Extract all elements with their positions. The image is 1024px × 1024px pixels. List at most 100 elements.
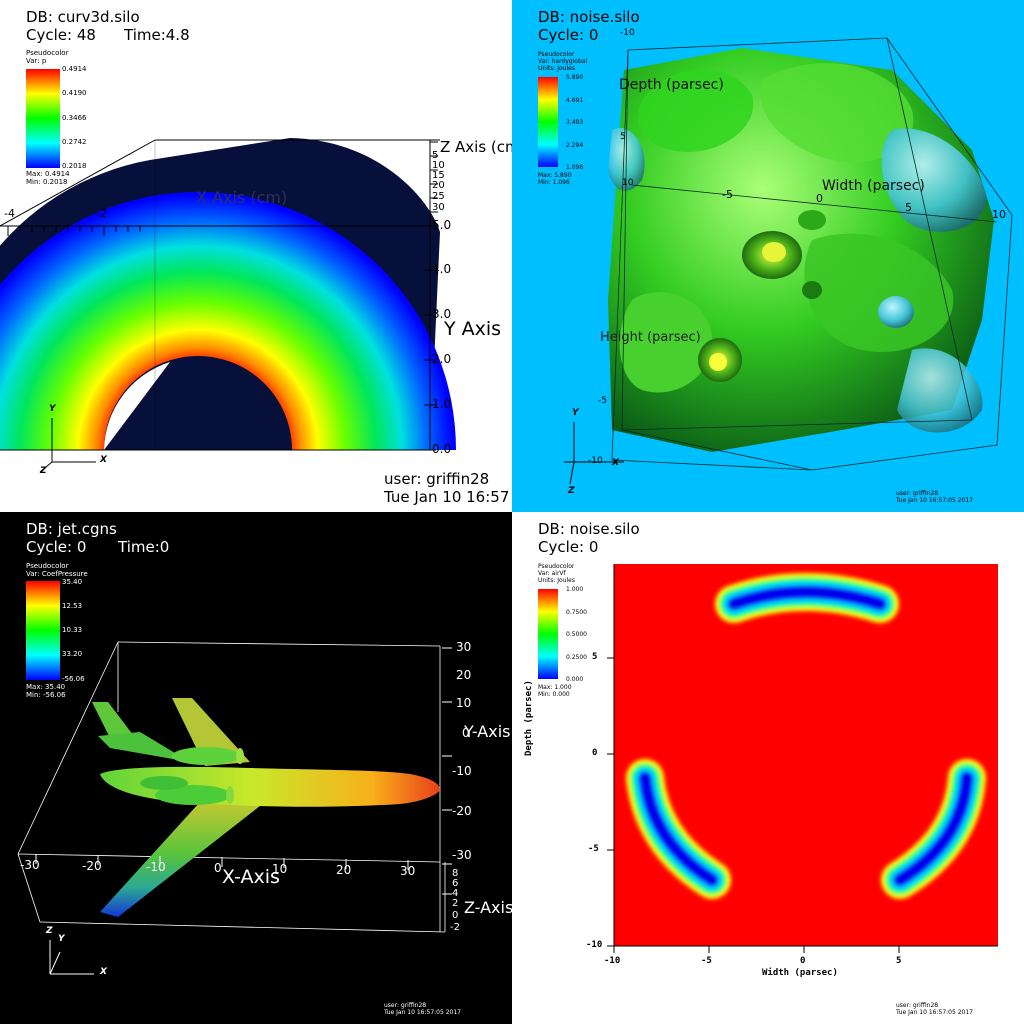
- x-axis-title: Width (parsec): [762, 968, 838, 978]
- legend-tick: -56.06: [62, 675, 85, 683]
- x-tick: -10: [604, 956, 621, 966]
- legend-units: Units: Joules: [538, 65, 575, 72]
- legend-tick: 5.890: [566, 74, 584, 81]
- date-label: Tue Jan 10 16:57:05 2017: [384, 1009, 461, 1016]
- jet-render: [17, 581, 452, 975]
- y-tick: -5: [588, 844, 599, 854]
- y-tick: 0: [592, 748, 598, 758]
- z-tick: 30: [432, 202, 445, 213]
- legend-tick: 33.20: [62, 650, 83, 658]
- depth-axis-title: Depth (parsec): [619, 77, 724, 93]
- time-label: Time:0: [118, 538, 170, 556]
- depth-tick: 5: [620, 132, 626, 142]
- width-axis-title: Width (parsec): [822, 178, 925, 194]
- legend-tick: 0.2742: [62, 138, 87, 146]
- y-tick: 20: [456, 668, 472, 682]
- x-tick: 10: [272, 862, 288, 876]
- legend-units: Units: Joules: [538, 577, 575, 584]
- y-tick: 0.0: [432, 442, 452, 456]
- date-label: Tue Jan 10 16:57:05 2017: [896, 1009, 973, 1016]
- z-tick: 10: [432, 160, 445, 171]
- triad-z: Z: [568, 486, 575, 496]
- legend-tick: 12.53: [62, 602, 83, 610]
- legend-max: Max: 5.890: [538, 172, 572, 179]
- y-tick: 10: [456, 696, 472, 710]
- x-tick: -5: [701, 956, 712, 966]
- legend-tick: 1.096: [566, 164, 584, 171]
- legend-var: Var: airVf: [538, 570, 566, 577]
- x-tick: -10: [146, 860, 166, 874]
- x-axis-title: X-Axis: [222, 866, 280, 888]
- legend-tick: 0.3466: [62, 114, 87, 122]
- y-tick: 4.0: [432, 262, 452, 276]
- triad-x: X: [100, 967, 107, 977]
- height-axis-title: Height (parsec): [600, 330, 701, 345]
- database-label: DB: curv3d.silo: [26, 8, 140, 26]
- legend-tick: 3.493: [566, 119, 584, 126]
- user-label: user: griffin28: [896, 1002, 939, 1009]
- y-axis-title: Y-Axis: [464, 722, 511, 741]
- height-tick: -5: [598, 396, 607, 406]
- legend-tick: 2.294: [566, 142, 584, 149]
- viz-window-noise-2d[interactable]: DB: noise.silo Cycle: 0 Pseudocolor Var:…: [512, 512, 1024, 1024]
- triad-y: Y: [49, 404, 56, 414]
- viz-window-noise-3d[interactable]: DB: noise.silo Cycle: 0 Pseudocolor Var:…: [512, 0, 1024, 512]
- x-tick: -20: [82, 859, 102, 873]
- y-axis-title: Depth (parsec): [524, 680, 534, 756]
- legend-kind: Pseudocolor: [26, 49, 69, 57]
- triad-y: Y: [572, 408, 579, 418]
- legend-tick: 0.4190: [62, 89, 87, 97]
- legend-max: Max: 0.4914: [26, 170, 70, 178]
- legend-tick: 0.7500: [566, 609, 587, 616]
- noise-slice-render: [538, 564, 998, 953]
- y-tick: 2.0: [432, 352, 452, 366]
- legend-kind: Pseudocolor: [538, 563, 575, 570]
- y-tick: 5: [592, 652, 598, 662]
- triad-y: Y: [58, 934, 65, 944]
- database-label: DB: noise.silo: [538, 8, 640, 26]
- legend-tick: 0.000: [566, 676, 584, 683]
- plot-area: [614, 564, 998, 946]
- legend-colorbar: [538, 77, 558, 167]
- triad-x: X: [612, 458, 619, 468]
- date-label: Tue Jan 10 16:57: [384, 488, 510, 506]
- legend-min: Min: 0.2018: [26, 178, 68, 186]
- y-tick: -10: [586, 940, 603, 950]
- z-tick: 0: [452, 910, 459, 921]
- y-tick: 1.0: [432, 397, 452, 411]
- cycle-label: Cycle: 0: [538, 538, 599, 556]
- y-tick: 3.0: [432, 307, 452, 321]
- viz-window-jet[interactable]: DB: jet.cgns Cycle: 0 Time:0 Pseudocolor…: [0, 512, 512, 1024]
- width-tick: 5: [905, 201, 912, 214]
- cycle-label: Cycle: 0: [26, 538, 87, 556]
- legend-kind: Pseudocolor: [26, 562, 69, 570]
- width-tick: -5: [722, 188, 733, 201]
- legend-tick: 0.2018: [62, 162, 87, 170]
- x-tick: 0: [800, 956, 806, 966]
- x-tick: 30: [400, 864, 416, 878]
- legend-var: Var: hardyglobal: [538, 58, 588, 65]
- triad-x: X: [100, 455, 107, 465]
- viz-window-curv3d[interactable]: DB: curv3d.silo Cycle: 48 Time:4.8 Pseud…: [0, 0, 512, 512]
- date-label: Tue Jan 10 16:57:05 2017: [896, 497, 973, 504]
- depth-tick: -10: [620, 28, 635, 38]
- z-tick: 4: [452, 888, 459, 899]
- curv3d-render: [0, 69, 456, 473]
- x-tick: -2: [96, 207, 107, 220]
- z-tick: 25: [432, 191, 445, 202]
- y-tick: 5.0: [432, 218, 452, 232]
- legend-colorbar: [538, 589, 558, 679]
- legend-max: Max: 1.000: [538, 684, 572, 691]
- y-tick: 30: [456, 640, 472, 654]
- y-tick: -20: [452, 804, 472, 818]
- y-tick: 0: [462, 726, 470, 740]
- time-label: Time:4.8: [124, 26, 190, 44]
- z-tick: -2: [450, 922, 460, 933]
- legend-tick: 4.691: [566, 97, 584, 104]
- triad-z: Z: [46, 926, 53, 936]
- z-tick: 6: [452, 878, 459, 889]
- height-tick: -10: [588, 456, 603, 466]
- legend-min: Min: 0.000: [538, 691, 570, 698]
- triad-z: Z: [40, 466, 47, 476]
- width-tick: 0: [816, 192, 823, 205]
